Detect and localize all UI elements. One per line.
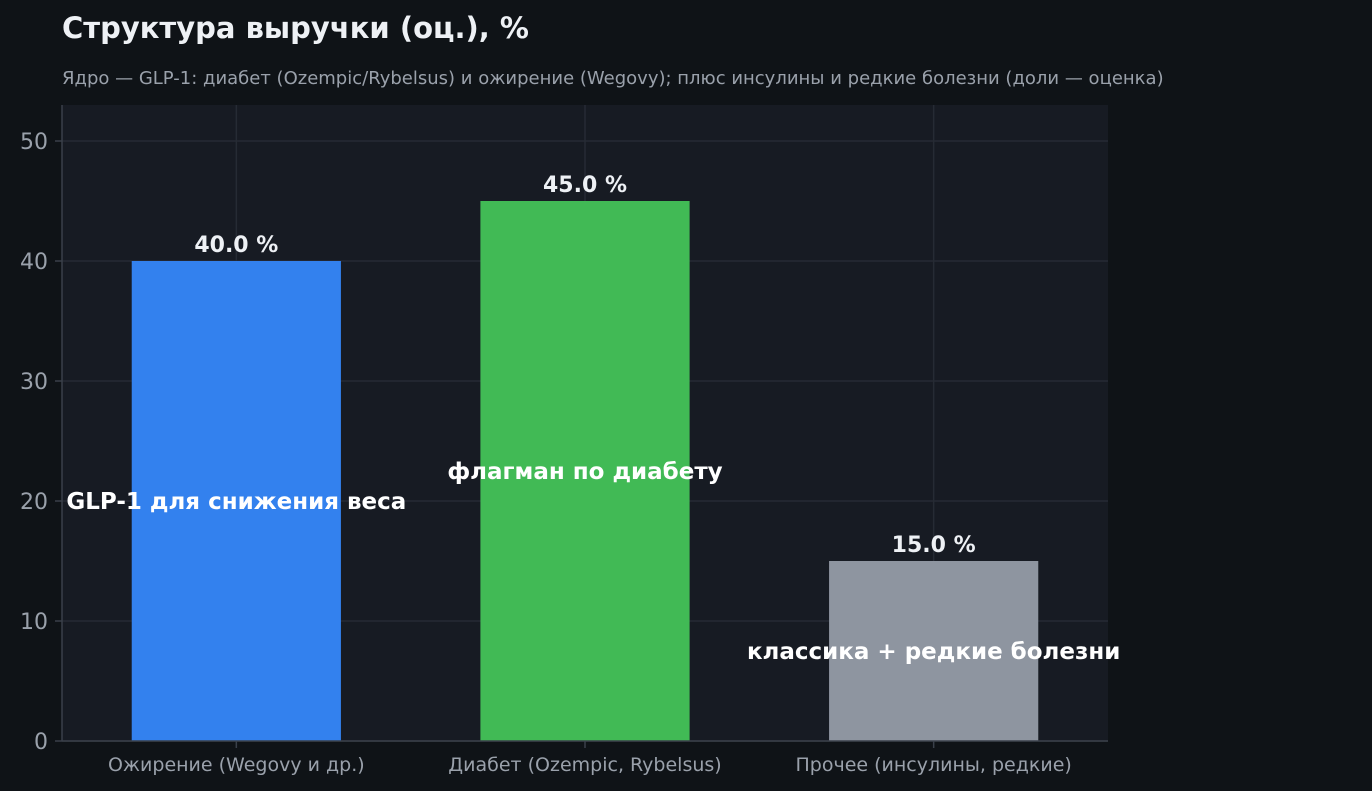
x-tick-label: Ожирение (Wegovy и др.) — [108, 754, 365, 776]
x-tick-label: Прочее (инсулины, редкие) — [796, 754, 1072, 776]
y-tick-label: 40 — [20, 250, 48, 275]
chart-subtitle: Ядро — GLP-1: диабет (Ozempic/Rybelsus) … — [62, 68, 1164, 89]
bar-value-label: 15.0 % — [892, 533, 976, 558]
bar — [480, 201, 690, 741]
bar-value-label: 40.0 % — [194, 233, 278, 258]
axes — [55, 105, 1108, 748]
x-tick-label: Диабет (Ozempic, Rybelsus) — [448, 754, 721, 776]
chart-title: Структура выручки (оц.), % — [62, 11, 529, 45]
bar-value-label: 45.0 % — [543, 173, 627, 198]
y-tick-label: 30 — [20, 370, 48, 395]
y-tick-label: 50 — [20, 130, 48, 155]
bars — [131, 201, 1039, 741]
bar-annotation: классика + редкие болезни — [747, 639, 1120, 665]
y-tick-label: 10 — [20, 610, 48, 635]
y-tick-label: 20 — [20, 490, 48, 515]
bar — [131, 261, 341, 741]
labels: 0 10 20 30 40 50 40.0 % 45.0 % 15.0 % Ожирение (W… — [20, 130, 1120, 776]
bar-annotation: GLP-1 для снижения веса — [66, 489, 406, 515]
bar — [829, 561, 1039, 741]
y-tick-label: 0 — [34, 730, 48, 755]
bar-annotation: флагман по диабету — [447, 459, 722, 485]
